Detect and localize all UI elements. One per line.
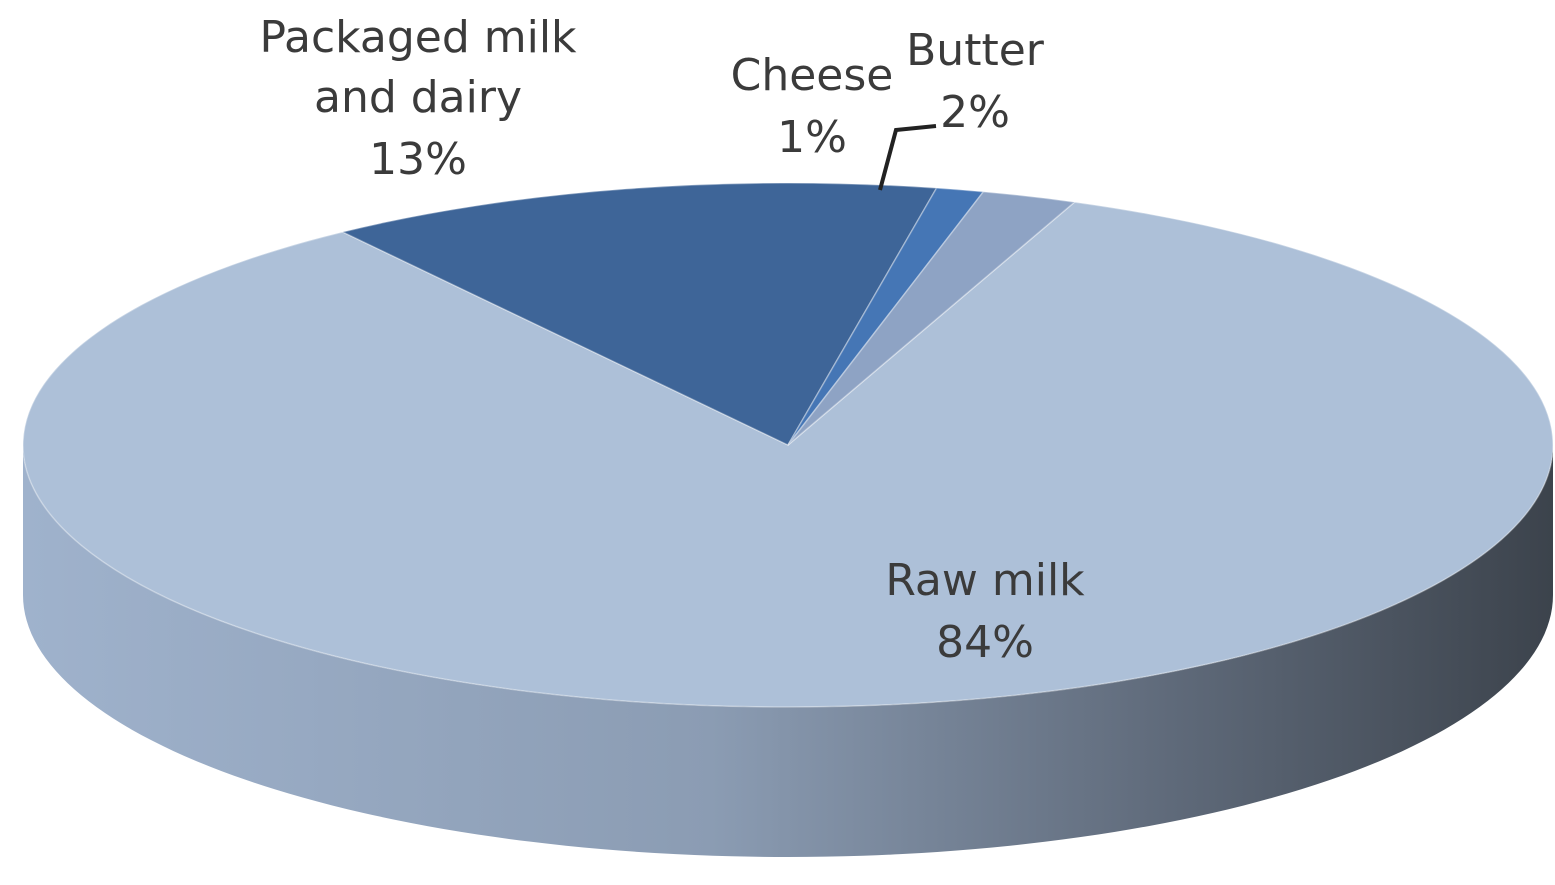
label-cheese: Cheese 1% <box>731 50 894 163</box>
slice-labels: Packaged milk and dairy 13% Cheese 1% Bu… <box>259 12 1085 668</box>
slice-butter <box>787 190 1077 446</box>
label-raw-milk-value: 84% <box>936 617 1034 668</box>
butter-leader-line <box>878 124 937 191</box>
label-butter: Butter 2% <box>906 25 1045 138</box>
label-cheese-value: 1% <box>777 112 847 163</box>
label-packaged-milk-line2: and dairy <box>314 72 522 123</box>
pie-side-wall <box>23 445 1553 857</box>
label-packaged-milk-line1: Packaged milk <box>259 12 577 63</box>
label-butter-value: 2% <box>940 87 1010 138</box>
slice-cheese <box>787 187 985 446</box>
label-cheese-name: Cheese <box>731 50 894 101</box>
slice-raw-milk <box>22 201 1554 708</box>
label-packaged-milk-value: 13% <box>369 134 467 185</box>
label-raw-milk: Raw milk 84% <box>885 555 1085 668</box>
slice-packaged-milk-and-dairy <box>340 182 938 446</box>
label-raw-milk-name: Raw milk <box>885 555 1085 606</box>
label-packaged-milk: Packaged milk and dairy 13% <box>259 12 577 185</box>
label-butter-name: Butter <box>906 25 1045 76</box>
